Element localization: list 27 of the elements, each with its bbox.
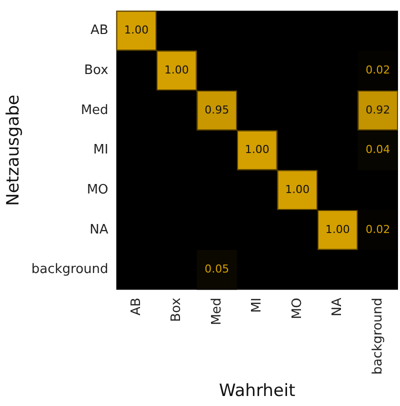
data-label: 1.00 bbox=[124, 24, 149, 37]
y-tick-label: background bbox=[31, 262, 108, 278]
data-label: 0.05 bbox=[204, 262, 230, 276]
x-tick-label: MO bbox=[290, 298, 305, 320]
x-tick-label: NA bbox=[330, 298, 346, 316]
data-label: 1.00 bbox=[325, 222, 350, 236]
x-tick-label: AB bbox=[128, 298, 144, 316]
y-tick-label: Box bbox=[84, 62, 109, 78]
data-label: 0.02 bbox=[366, 63, 390, 76]
x-axis-title: Wahrheit bbox=[219, 381, 296, 402]
y-tick-label: MO bbox=[86, 182, 108, 198]
y-tick-label: AB bbox=[90, 23, 108, 38]
data-label: 0.92 bbox=[366, 103, 390, 116]
x-tick-label: Med bbox=[209, 298, 224, 326]
data-label: 0.95 bbox=[204, 103, 230, 116]
data-label: 1.00 bbox=[164, 63, 189, 76]
y-tick-label: MI bbox=[93, 142, 108, 158]
x-tick-label: MI bbox=[250, 298, 265, 313]
y-tick-label: Med bbox=[80, 102, 108, 118]
data-label: 0.04 bbox=[366, 143, 390, 156]
data-label: 1.00 bbox=[244, 143, 270, 156]
y-axis-title: Netzausgabe bbox=[4, 94, 24, 206]
x-tick-label: Box bbox=[169, 297, 184, 322]
data-label: 0.02 bbox=[366, 222, 390, 236]
y-tick-label: NA bbox=[90, 222, 108, 238]
x-tick-label: background bbox=[370, 298, 386, 375]
data-label: 1.00 bbox=[285, 182, 310, 196]
